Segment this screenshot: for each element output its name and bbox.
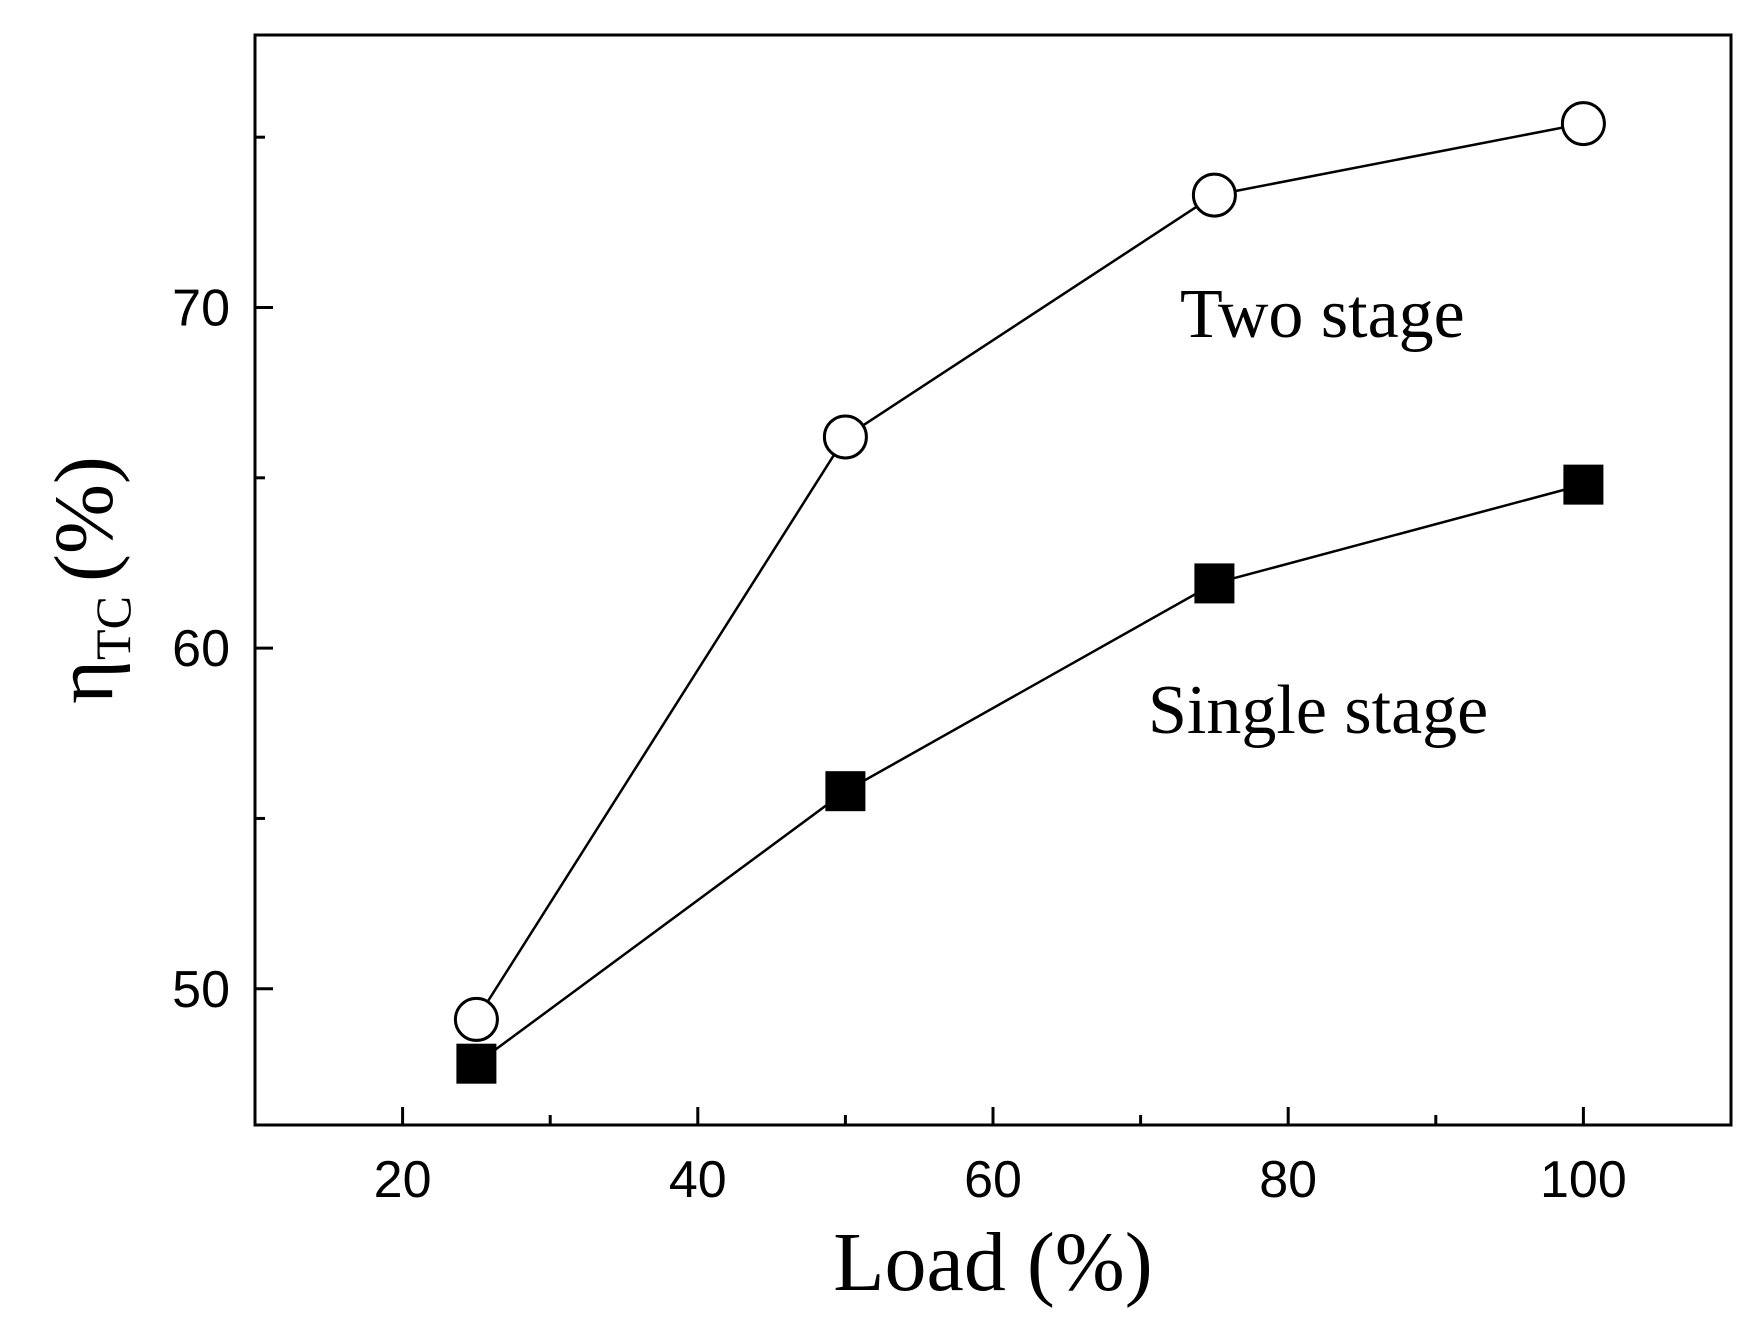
y-tick-label: 60 <box>172 620 230 678</box>
point-two-stage <box>1191 172 1237 218</box>
axis-ticks <box>255 135 1585 1125</box>
series-markers <box>453 101 1606 1084</box>
y-tick-label: 70 <box>172 280 230 338</box>
point-two-stage <box>822 414 868 460</box>
point-single-stage <box>825 771 866 812</box>
x-tick-label: 80 <box>1259 1151 1317 1209</box>
y-axis-title: ηTC (%) <box>38 456 141 704</box>
series-lines <box>475 122 1584 1065</box>
x-tick-label: 100 <box>1540 1151 1627 1209</box>
plot-frame <box>253 33 1733 1127</box>
point-two-stage <box>453 996 499 1042</box>
y-axis-title-unit: (%) <box>38 456 131 582</box>
y-axis-title-subscript: TC <box>85 596 141 660</box>
point-single-stage <box>1194 563 1235 604</box>
axis-tick-labels: 20 40 60 80 100 50 60 70 <box>172 280 1627 1210</box>
annotation-single-stage: Single stage <box>1148 672 1488 749</box>
series-line-single-stage <box>475 483 1584 1065</box>
x-tick-label: 60 <box>964 1151 1022 1209</box>
y-tick-label: 50 <box>172 961 230 1019</box>
point-single-stage <box>456 1043 497 1084</box>
x-tick-label: 40 <box>669 1151 727 1209</box>
series-line-two-stage <box>475 122 1584 1021</box>
y-axis-title-symbol: η <box>38 660 131 704</box>
point-single-stage <box>1563 464 1604 505</box>
annotation-two-stage: Two stage <box>1180 276 1465 353</box>
point-two-stage <box>1560 101 1606 147</box>
x-tick-label: 20 <box>374 1151 432 1209</box>
x-axis-title: Load (%) <box>833 1216 1153 1309</box>
